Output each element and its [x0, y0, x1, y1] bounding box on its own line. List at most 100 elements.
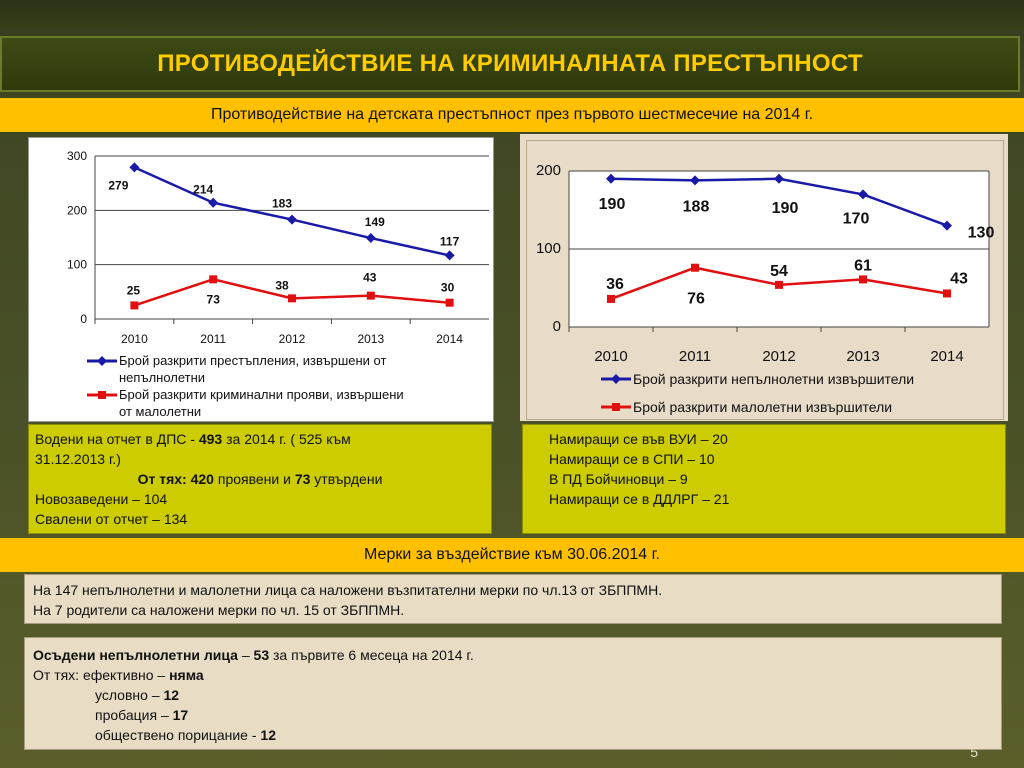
x-tick-label: 2012 — [279, 332, 306, 346]
data-point — [130, 301, 139, 310]
x-tick-label: 2014 — [436, 332, 463, 346]
legend-marker-juvenile — [611, 374, 621, 384]
y-tick-label: 200 — [67, 203, 87, 217]
convicted-text: за първите 6 месеца на 2014 г. — [269, 647, 474, 663]
x-tick-label: 2010 — [594, 348, 627, 365]
info-value: 493 — [198, 431, 223, 447]
legend-label-crimes-2: непълнолетни — [119, 370, 205, 385]
title-bar: ПРОТИВОДЕЙСТВИЕ НА КРИМИНАЛНАТА ПРЕСТЪПН… — [0, 36, 1020, 92]
info-text: Водени на отчет в ДПС - — [35, 431, 199, 447]
y-tick-label: 300 — [67, 149, 87, 163]
y-tick-label: 200 — [536, 162, 561, 179]
y-tick-label: 100 — [536, 240, 561, 257]
data-label: 279 — [108, 178, 128, 192]
data-label: 130 — [968, 225, 995, 242]
data-point — [607, 294, 615, 303]
data-label: 190 — [772, 200, 799, 217]
convicted-text: От тях: ефективно – — [33, 667, 170, 683]
data-point — [209, 275, 218, 284]
convicted-box: Осъдени непълнолетни лица – 53 за първит… — [24, 637, 1002, 750]
measures-title: Мерки за въздействие към 30.06.2014 г. — [364, 546, 660, 563]
data-point — [690, 175, 700, 186]
page-title: ПРОТИВОДЕЙСТВИЕ НА КРИМИНАЛНАТА ПРЕСТЪПН… — [157, 50, 863, 77]
measures-box: На 147 непълнолетни и малолетни лица са … — [24, 574, 1002, 624]
convicted-line-5: обществено порицание - 12 — [33, 725, 993, 745]
convicted-text: условно – — [95, 687, 164, 703]
data-label: 170 — [843, 210, 870, 227]
legend-marker-crimes — [97, 356, 107, 366]
data-label: 117 — [440, 234, 460, 248]
legend-label-offenses-2: от малолетни — [119, 404, 201, 419]
top-band — [0, 0, 1024, 30]
info-box-institutions: Намиращи се във ВУИ – 20 Намиращи се в С… — [522, 424, 1006, 534]
y-tick-label: 0 — [80, 312, 87, 326]
x-tick-label: 2010 — [121, 332, 148, 346]
convicted-text: обществено порицание - — [95, 727, 261, 743]
info-line-2: 31.12.2013 г.) — [35, 451, 121, 467]
institution-line-3: В ПД Бойчиновци – 9 — [549, 471, 688, 487]
legend-label-offenses-1: Брой разкрити криминални прояви, извърше… — [119, 387, 404, 402]
convicted-text: – — [237, 647, 254, 663]
info-box-dps: Водени на отчет в ДПС - 493 за 2014 г. (… — [28, 424, 492, 534]
data-point — [691, 263, 699, 272]
data-label: 214 — [193, 183, 213, 197]
data-label: 190 — [599, 196, 626, 213]
convicted-value: няма — [169, 667, 204, 683]
data-label: 43 — [950, 270, 968, 287]
data-label: 61 — [854, 257, 872, 274]
chart-right: 0 100 200 2010 2011 2012 2013 2014 190 188 190 17… — [526, 140, 1004, 420]
institution-line-4: Намиращи се в ДДЛРГ – 21 — [549, 491, 730, 507]
chart-left: 0 100 200 300 2010 2011 2012 2013 2014 279 214 18… — [28, 137, 494, 422]
data-point — [859, 275, 867, 284]
data-label: 43 — [363, 271, 377, 285]
data-point — [858, 189, 868, 200]
data-point — [288, 294, 296, 303]
institution-line-1: Намиращи се във ВУИ – 20 — [549, 431, 728, 447]
page-number: 5 — [970, 744, 978, 760]
convicted-line-1: Осъдени непълнолетни лица – 53 за първит… — [33, 645, 993, 665]
page-subtitle: Противодействие на детската престъпност … — [210, 106, 814, 123]
x-tick-label: 2011 — [679, 348, 711, 365]
data-point — [606, 173, 616, 184]
info-text: утвърдени — [310, 471, 383, 487]
legend-marker-offenses — [98, 391, 106, 399]
convicted-value: 17 — [172, 707, 189, 723]
data-label: 149 — [365, 215, 385, 229]
measures-line-2: На 7 родители са наложени мерки по чл. 1… — [33, 602, 405, 618]
y-tick-label: 0 — [553, 318, 561, 335]
measures-line-1: На 147 непълнолетни и малолетни лица са … — [33, 582, 663, 598]
x-tick-label: 2013 — [846, 348, 879, 365]
data-point — [208, 197, 219, 208]
data-label: 76 — [687, 291, 705, 308]
data-point — [444, 250, 455, 261]
data-point — [287, 214, 297, 225]
info-text: за 2014 г. ( 525 към — [222, 431, 351, 447]
y-tick-label: 100 — [67, 258, 87, 272]
convicted-value: 12 — [260, 727, 276, 743]
info-line-1: Водени на отчет в ДПС - 493 за 2014 г. (… — [35, 429, 485, 449]
data-point — [775, 280, 783, 289]
info-text: проявени и — [213, 471, 295, 487]
data-label: 54 — [770, 263, 788, 280]
convicted-value: 12 — [163, 687, 180, 703]
data-point — [129, 162, 140, 173]
info-line-3: От тях: 420 проявени и 73 утвърдени — [35, 469, 485, 489]
measures-bar: Мерки за въздействие към 30.06.2014 г. — [0, 538, 1024, 572]
legend-label-juvenile: Брой разкрити непълнолетни извършители — [633, 371, 914, 387]
convicted-text: пробация – — [95, 707, 173, 723]
convicted-line-3: условно – 12 — [33, 685, 993, 705]
convicted-line-4: пробация – 17 — [33, 705, 993, 725]
series-line-0 — [133, 166, 450, 257]
data-point — [942, 220, 952, 231]
x-tick-label: 2012 — [762, 348, 795, 365]
data-label: 188 — [683, 198, 710, 215]
data-label: 36 — [606, 276, 624, 293]
data-label: 38 — [275, 278, 289, 292]
data-label: 25 — [127, 283, 141, 297]
data-point — [366, 291, 375, 300]
info-line-5: Свалени от отчет – 134 — [35, 511, 188, 527]
convicted-line-2: От тях: ефективно – няма — [33, 665, 993, 685]
x-tick-label: 2014 — [930, 348, 963, 365]
data-label: 73 — [207, 292, 221, 306]
info-value: От тях: 420 — [137, 471, 214, 487]
